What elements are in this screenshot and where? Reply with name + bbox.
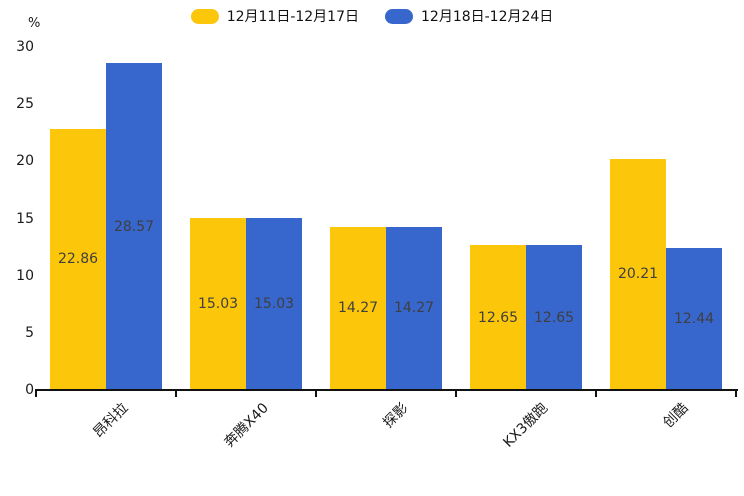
x-axis-tick — [35, 389, 37, 397]
y-axis-tick-label: 25 — [16, 96, 34, 113]
y-axis-tick-label: 30 — [16, 39, 34, 55]
bar-value-label: 12.44 — [673, 310, 715, 327]
bar-series0-探影: 14.27 — [330, 226, 386, 390]
x-axis-category-label: 昂科拉 — [90, 400, 132, 442]
bar-series0-奔腾X40: 15.03 — [190, 218, 246, 390]
bar-value-label: 12.65 — [477, 309, 519, 326]
bar-series0-昂科拉: 22.86 — [50, 128, 106, 390]
legend-item-1[interactable]: 12月18日-12月24日 — [385, 6, 553, 26]
bar-value-label: 14.27 — [393, 300, 435, 317]
y-axis-tick-label: 15 — [16, 210, 34, 227]
bar-series1-昂科拉: 28.57 — [106, 63, 162, 390]
y-axis-tick-label: 0 — [25, 382, 34, 398]
bar-series1-KX3傲跑: 12.65 — [526, 245, 582, 390]
bar-value-label: 15.03 — [197, 296, 239, 313]
bar-series0-创酷: 20.21 — [610, 158, 666, 390]
x-axis-category-label: 探影 — [380, 400, 412, 432]
bar-value-label: 20.21 — [617, 266, 659, 283]
legend-swatch-icon — [385, 8, 413, 24]
x-axis-tick — [735, 389, 737, 397]
x-axis-line — [36, 389, 738, 391]
x-axis-tick — [315, 389, 317, 397]
y-axis-tick-label: 5 — [25, 324, 34, 341]
y-axis-tick-label: 10 — [16, 267, 34, 284]
x-axis-category-label: 奔腾X40 — [220, 400, 272, 451]
legend-label: 12月11日-12月17日 — [226, 9, 359, 25]
bar-series0-KX3傲跑: 12.65 — [470, 245, 526, 390]
bar-value-label: 15.03 — [253, 296, 295, 313]
x-axis-tick — [455, 389, 457, 397]
bar-value-label: 12.65 — [533, 309, 575, 326]
x-axis-category-label: KX3傲跑 — [500, 400, 552, 451]
y-axis-tick-label: 20 — [16, 153, 34, 170]
x-axis-tick — [175, 389, 177, 397]
chart-legend: 12月11日-12月17日 12月18日-12月24日 — [0, 6, 744, 26]
legend-item-0[interactable]: 12月11日-12月17日 — [190, 6, 359, 26]
bar-value-label: 22.86 — [57, 251, 99, 268]
bar-series1-创酷: 12.44 — [666, 247, 722, 390]
x-axis-category-label: 创酷 — [660, 400, 692, 432]
bar-value-label: 28.57 — [113, 218, 155, 235]
bar-value-label: 14.27 — [337, 300, 379, 317]
bar-series1-奔腾X40: 15.03 — [246, 218, 302, 390]
bar-series1-探影: 14.27 — [386, 226, 442, 390]
legend-swatch-icon — [190, 8, 219, 24]
legend-label: 12月18日-12月24日 — [421, 9, 554, 25]
y-axis-unit-label: % — [28, 16, 41, 31]
x-axis-tick — [595, 389, 597, 397]
